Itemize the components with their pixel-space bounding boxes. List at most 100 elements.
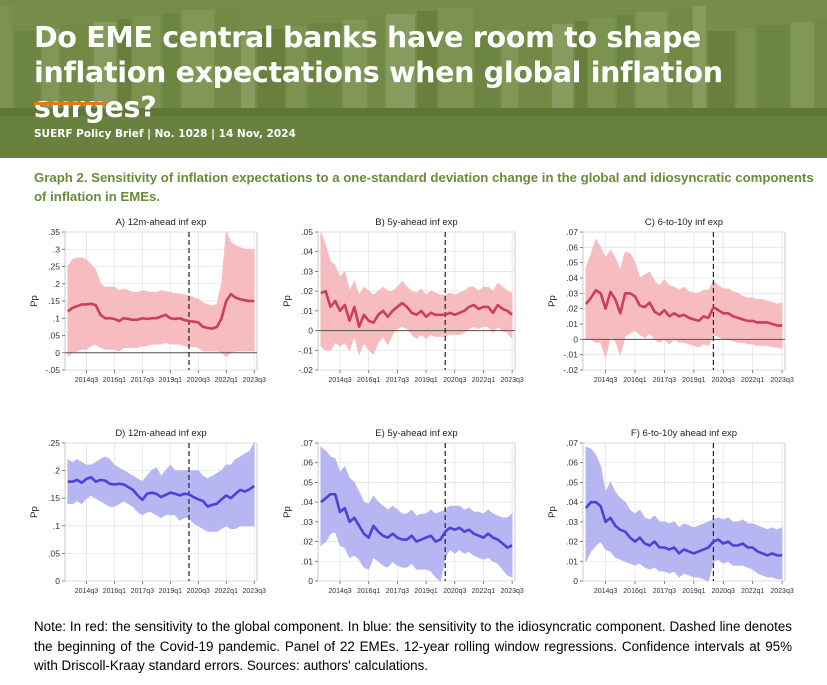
y-tick-label: .01 (301, 556, 313, 566)
accent-rule (34, 102, 106, 105)
y-tick-label: .01 (566, 319, 578, 329)
y-tick-label: .05 (301, 227, 313, 237)
x-tick-label: 2019q1 (159, 377, 182, 384)
chart-panel-c: -.02 -.01 0 .01 .02 .03 .04 .05 .06 .07 2014q3 2016… (545, 212, 795, 392)
y-tick-label: .2 (53, 279, 60, 289)
x-tick-label: 2022q1 (472, 588, 495, 595)
y-axis-label: Pp (547, 295, 558, 307)
x-tick-label: 2016q1 (623, 588, 646, 595)
y-tick-label: -.01 (298, 345, 313, 355)
x-tick-label: 2017q3 (131, 588, 154, 595)
y-tick-label: 0 (573, 334, 578, 344)
x-tick-label: 2020q3 (187, 377, 210, 384)
x-tick-label: 2014q3 (75, 377, 98, 384)
y-tick-label: 0 (308, 576, 313, 586)
x-tick-label: 2020q3 (443, 588, 466, 595)
y-tick-label: .03 (566, 517, 578, 527)
y-tick-label: -.01 (563, 350, 578, 360)
y-tick-label: .05 (566, 258, 578, 268)
x-tick-label: 2020q3 (712, 377, 735, 384)
x-tick-label: 2019q1 (414, 377, 437, 384)
x-tick-label: 2023q3 (243, 377, 266, 384)
chart-title: A) 12m-ahead inf exp (116, 217, 207, 228)
x-tick-label: 2022q1 (472, 377, 495, 384)
chart-panel-d: 0.05.1.15.2.252014q3 2016q1 2017q3 2019q1 20… (27, 423, 267, 603)
y-tick-label: .1 (53, 313, 60, 323)
y-tick-label: .07 (566, 227, 578, 237)
y-tick-label: .01 (301, 306, 313, 316)
y-tick-label: .1 (53, 521, 60, 531)
y-tick-label: .02 (566, 537, 578, 547)
x-tick-label: 2017q3 (653, 588, 676, 595)
x-tick-label: 2017q3 (386, 377, 409, 384)
x-tick-label: 2022q1 (215, 377, 238, 384)
x-tick-label: 2017q3 (386, 588, 409, 595)
header-banner: Do EME central banks have room to shape … (0, 0, 827, 158)
x-tick-label: 2016q1 (623, 377, 646, 384)
y-axis-label: Pp (29, 295, 40, 307)
x-tick-label: 2016q1 (357, 588, 380, 595)
x-tick-label: 2020q3 (712, 588, 735, 595)
chart-title: C) 6-to-10y inf exp (645, 217, 723, 228)
y-tick-label: -.05 (45, 365, 60, 375)
chart-panel-f: 0.01.02.03.04.05.06.072014q3 2016q1 2017q3… (545, 423, 795, 603)
y-tick-label: .05 (566, 477, 578, 487)
y-axis-label: Pp (547, 506, 558, 518)
x-tick-label: 2017q3 (131, 377, 154, 384)
x-tick-label: 2020q3 (443, 377, 466, 384)
y-tick-label: .35 (48, 227, 60, 237)
x-tick-label: 2023q3 (770, 588, 793, 595)
y-tick-label: .04 (566, 273, 578, 283)
y-tick-label: .04 (566, 497, 578, 507)
x-tick-label: 2023q3 (243, 588, 266, 595)
x-tick-label: 2016q1 (103, 377, 126, 384)
y-tick-label: 0 (573, 576, 578, 586)
x-tick-label: 2014q3 (594, 377, 617, 384)
y-tick-label: .06 (301, 458, 313, 468)
y-tick-label: .03 (301, 517, 313, 527)
y-tick-label: .25 (48, 262, 60, 272)
y-tick-label: .02 (566, 304, 578, 314)
y-tick-label: .04 (301, 247, 313, 257)
y-axis-label: Pp (29, 506, 40, 518)
y-tick-label: .05 (48, 548, 60, 558)
y-tick-label: .04 (301, 497, 313, 507)
x-tick-label: 2014q3 (594, 588, 617, 595)
x-tick-label: 2020q3 (187, 588, 210, 595)
y-axis-label: Pp (282, 295, 293, 307)
y-tick-label: .07 (301, 438, 313, 448)
x-tick-label: 2022q1 (741, 377, 764, 384)
y-tick-label: .07 (566, 438, 578, 448)
x-tick-label: 2019q1 (682, 377, 705, 384)
chart-title: E) 5y-ahead inf exp (375, 428, 457, 439)
y-tick-label: .25 (48, 438, 60, 448)
y-tick-label: .15 (48, 493, 60, 503)
y-tick-label: .05 (301, 477, 313, 487)
y-tick-label: .02 (301, 537, 313, 547)
x-tick-label: 2016q1 (103, 588, 126, 595)
y-tick-label: 0 (308, 326, 313, 336)
x-tick-label: 2023q3 (770, 377, 793, 384)
y-tick-label: .06 (566, 242, 578, 252)
x-tick-label: 2023q3 (500, 377, 523, 384)
chart-panel-e: 0.01.02.03.04.05.06.072014q3 2016q1 2017q3… (280, 423, 525, 603)
y-tick-label: -.02 (563, 365, 578, 375)
y-tick-label: .02 (301, 286, 313, 296)
page-title: Do EME central banks have room to shape … (34, 20, 814, 125)
chart-panel-b: -.02 -.01 0 .01 .02 .03 .04 .05 2014q3 2016q1 2017… (280, 212, 525, 392)
y-tick-label: .2 (53, 466, 60, 476)
x-tick-label: 2016q1 (357, 377, 380, 384)
x-tick-label: 2022q1 (215, 588, 238, 595)
y-axis-label: Pp (282, 506, 293, 518)
y-tick-label: 0 (55, 348, 60, 358)
figure-note: Note: In red: the sensitivity to the glo… (34, 617, 792, 676)
x-tick-label: 2022q1 (741, 588, 764, 595)
graph-title: Graph 2. Sensitivity of inflation expect… (34, 168, 814, 206)
chart-title: B) 5y-ahead inf exp (375, 217, 457, 228)
y-tick-label: .05 (48, 331, 60, 341)
publication-meta: SUERF Policy Brief | No. 1028 | 14 Nov, … (34, 128, 296, 140)
x-tick-label: 2019q1 (682, 588, 705, 595)
y-tick-label: .03 (301, 266, 313, 276)
chart-title: D) 12m-ahead inf exp (115, 428, 206, 439)
x-tick-label: 2019q1 (159, 588, 182, 595)
